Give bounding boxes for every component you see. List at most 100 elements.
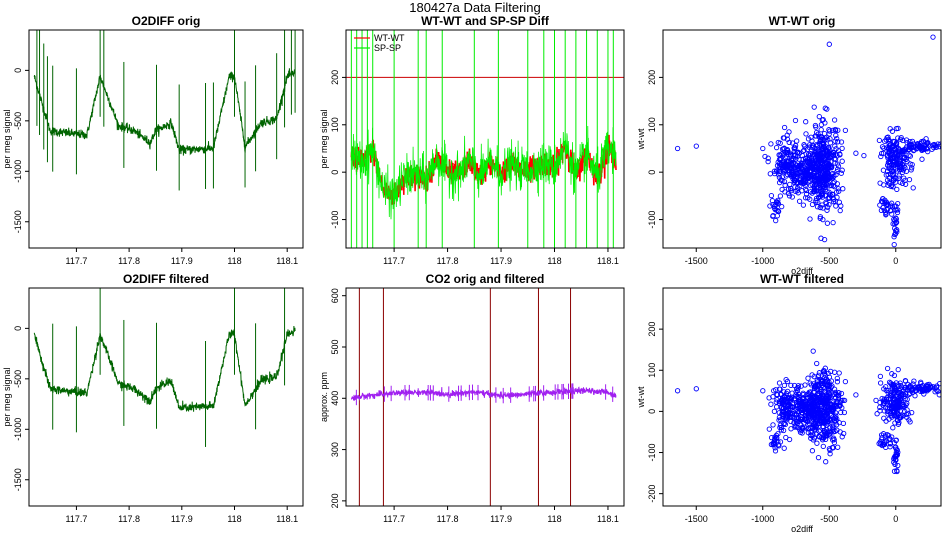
scatter-point [802,143,808,149]
scatter-point [806,420,813,427]
scatter-point [794,138,800,144]
scatter-point [827,433,833,439]
scatter-point [811,186,818,192]
scatter-point [833,189,840,195]
scatter-point [892,453,899,459]
y-tick-label: 200 [647,70,657,85]
scatter-point [788,188,794,194]
scatter-point [906,176,913,183]
scatter-point [883,209,889,215]
scatter-point [895,366,901,373]
scatter-point [771,168,778,174]
scatter-point [784,400,791,406]
scatter-point [891,383,897,390]
scatter-point [797,170,804,176]
scatter-point [893,175,899,182]
scatter-point [891,372,898,379]
scatter-point [773,399,779,405]
scatter-point [803,131,809,137]
plot-frame [345,29,625,249]
scatter-point [819,134,825,140]
y-tick-label: 200 [647,322,657,337]
scatter-point [779,146,786,152]
scatter-point [811,435,818,441]
x-tick-label: 0 [893,256,898,266]
scatter-point [894,186,900,193]
scatter-point [816,141,823,147]
scatter-point [828,152,834,158]
scatter-point [782,414,789,420]
scatter-point [774,392,781,398]
scatter-point [779,174,785,180]
scatter-point [904,158,910,165]
scatter-point [891,142,897,149]
scatter-point [835,444,841,450]
x-tick-label: 117.7 [65,514,87,524]
scatter-point [918,379,924,385]
scatter-point [827,395,833,401]
plot-frame [345,287,625,507]
y-tick-label: 100 [647,117,657,132]
scatter-point [770,441,776,448]
scatter-point [891,158,898,164]
scatter-point [886,140,892,147]
scatter-point [911,378,917,384]
scatter-point [823,432,829,439]
scatter-point [831,184,838,190]
scatter-point [881,182,887,188]
scatter-point [840,397,846,403]
scatter-point [878,150,885,157]
scatter-point [895,207,901,213]
scatter-point [899,161,906,168]
scatter-point [786,129,792,135]
scatter-point [826,428,832,434]
scatter-point [823,459,829,465]
scatter-point [896,415,902,421]
y-tick-label: 0 [13,68,23,73]
scatter-point [878,207,885,214]
scatter-point [776,386,783,392]
scatter-point [773,387,779,393]
scatter-point [836,390,842,396]
scatter-point [674,388,681,394]
y-axis-label: per meg signal [319,109,329,168]
y-tick-label: -1000 [13,160,23,183]
scatter-point [834,379,841,385]
scatter-point [799,406,805,412]
scatter-point [802,186,809,192]
scatter-point [786,169,793,176]
scatter-point [831,402,837,409]
x-tick-label: 117.9 [171,514,193,524]
x-tick-label: 117.8 [437,514,459,524]
x-tick-label: 118.1 [276,514,298,524]
scatter-point [805,413,812,419]
scatter-point [819,117,825,123]
scatter-point [882,138,888,144]
x-tick-label: 118.1 [597,256,619,266]
scatter-point [814,417,821,424]
scatter-point [781,396,787,403]
scatter-point [789,194,795,200]
scatter-point [772,448,779,454]
scatter-point [931,141,937,148]
scatter-point [830,175,836,181]
scatter-point [884,162,891,168]
chart-panel-p4: O2DIFF filtered 117.7 117.8 117.9 118 118.1 -1… [2,272,304,524]
x-axis-label: o2diff [791,524,813,534]
scatter-point [822,105,828,111]
scatter-point [822,184,828,191]
scatter-point [891,468,898,474]
y-axis-label: per meg signal [2,367,12,426]
scatter-point [908,142,914,148]
scatter-point [830,127,836,134]
scatter-point [768,141,774,147]
scatter-point [884,365,891,372]
scatter-point [877,373,884,380]
scatter-point [788,394,795,400]
scatter-point [773,217,779,224]
x-tick-label: -1000 [751,514,774,524]
scatter-point [925,148,931,155]
scatter-point [822,187,829,193]
scatter-point [828,384,834,390]
scatter-point [894,410,900,416]
